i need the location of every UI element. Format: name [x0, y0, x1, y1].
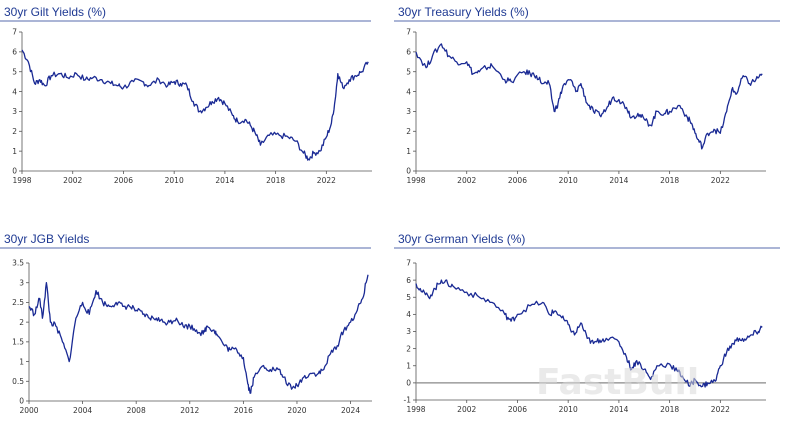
- y-tick-label: 0: [19, 397, 24, 406]
- y-tick-label: 1: [19, 357, 24, 366]
- x-tick-label: 2018: [660, 405, 679, 414]
- y-tick-label: 2: [12, 127, 17, 136]
- y-tick-label: 4: [406, 310, 411, 319]
- y-tick-label: 2: [19, 318, 24, 327]
- x-tick-label: 1998: [406, 405, 425, 414]
- x-tick-label: 2012: [180, 406, 199, 415]
- series-line: [415, 279, 763, 388]
- x-tick-label: 2010: [165, 176, 184, 185]
- y-tick-label: 5: [406, 293, 411, 302]
- y-tick-label: 6: [406, 48, 411, 57]
- x-tick-label: 2006: [114, 176, 133, 185]
- y-tick-label: 4: [406, 87, 411, 96]
- x-tick-label: 2010: [559, 405, 578, 414]
- y-tick-label: 1: [12, 147, 17, 156]
- y-tick-label: 1: [406, 361, 411, 370]
- x-tick-label: 2002: [457, 176, 476, 185]
- x-tick-label: 2010: [559, 176, 578, 185]
- y-tick-label: 0: [12, 167, 17, 176]
- x-tick-label: 1998: [12, 176, 31, 185]
- chart-title: 30yr Gilt Yields (%): [4, 5, 106, 19]
- x-tick-label: 2022: [711, 405, 730, 414]
- series-line: [21, 49, 369, 161]
- chart-panel-gilt: 30yr Gilt Yields (%) 0 1 2 3 4 5 6 7 1998 2002 2006…: [0, 5, 372, 185]
- chart-title: 30yr JGB Yields: [4, 232, 89, 246]
- y-tick-label: 4: [12, 87, 17, 96]
- x-tick-label: 2002: [457, 405, 476, 414]
- y-tick-label: 3: [406, 107, 411, 116]
- series-line: [415, 43, 763, 150]
- y-tick-label: 7: [406, 28, 411, 37]
- y-tick-label: 3: [406, 327, 411, 336]
- chart-panel-german: 30yr German Yields (%) -1 0 1 2 3 4 5 6 7 1998 2002…: [394, 232, 780, 414]
- x-tick-label: 2020: [287, 406, 306, 415]
- y-tick-label: 5: [406, 67, 411, 76]
- y-tick-label: 0: [406, 167, 411, 176]
- y-tick-label: 0.5: [12, 377, 24, 386]
- x-tick-label: 2008: [127, 406, 146, 415]
- chart-title: 30yr Treasury Yields (%): [398, 5, 529, 19]
- x-tick-label: 2002: [63, 176, 82, 185]
- x-tick-label: 2022: [317, 176, 336, 185]
- y-tick-label: 1: [406, 147, 411, 156]
- y-tick-label: 2: [406, 127, 411, 136]
- y-tick-label: 3.5: [12, 259, 24, 268]
- y-tick-label: 5: [12, 67, 17, 76]
- y-tick-label: 6: [406, 276, 411, 285]
- y-tick-label: 0: [406, 379, 411, 388]
- y-tick-label: 1.5: [12, 338, 24, 347]
- watermark: FastBull: [536, 362, 699, 403]
- y-tick-label: 7: [12, 28, 17, 37]
- x-tick-label: 2004: [73, 406, 92, 415]
- y-tick-label: 7: [406, 259, 411, 268]
- x-tick-label: 2022: [711, 176, 730, 185]
- y-tick-label: 3: [12, 107, 17, 116]
- x-tick-label: 2006: [508, 405, 527, 414]
- x-tick-label: 1998: [406, 176, 425, 185]
- x-tick-label: 2018: [660, 176, 679, 185]
- x-tick-label: 2014: [215, 176, 234, 185]
- x-tick-label: 2024: [341, 406, 360, 415]
- x-tick-label: 2006: [508, 176, 527, 185]
- y-tick-label: 2.5: [12, 298, 24, 307]
- x-tick-label: 2016: [234, 406, 253, 415]
- series-line: [28, 274, 369, 394]
- x-tick-label: 2014: [609, 176, 628, 185]
- chart-title: 30yr German Yields (%): [398, 232, 525, 246]
- chart-panel-jgb: 30yr JGB Yields 0 0.5 1 1.5 2 2.5 3 3.5 2000 2004 2…: [0, 232, 372, 415]
- x-tick-label: 2000: [19, 406, 38, 415]
- x-tick-label: 2018: [266, 176, 285, 185]
- y-tick-label: 2: [406, 344, 411, 353]
- x-tick-label: 2014: [609, 405, 628, 414]
- chart-panel-treasury: 30yr Treasury Yields (%) 0 1 2 3 4 5 6 7 1998 2002…: [394, 5, 780, 185]
- y-tick-label: 6: [12, 48, 17, 57]
- y-tick-label: -1: [404, 396, 412, 405]
- y-tick-label: 3: [19, 278, 24, 287]
